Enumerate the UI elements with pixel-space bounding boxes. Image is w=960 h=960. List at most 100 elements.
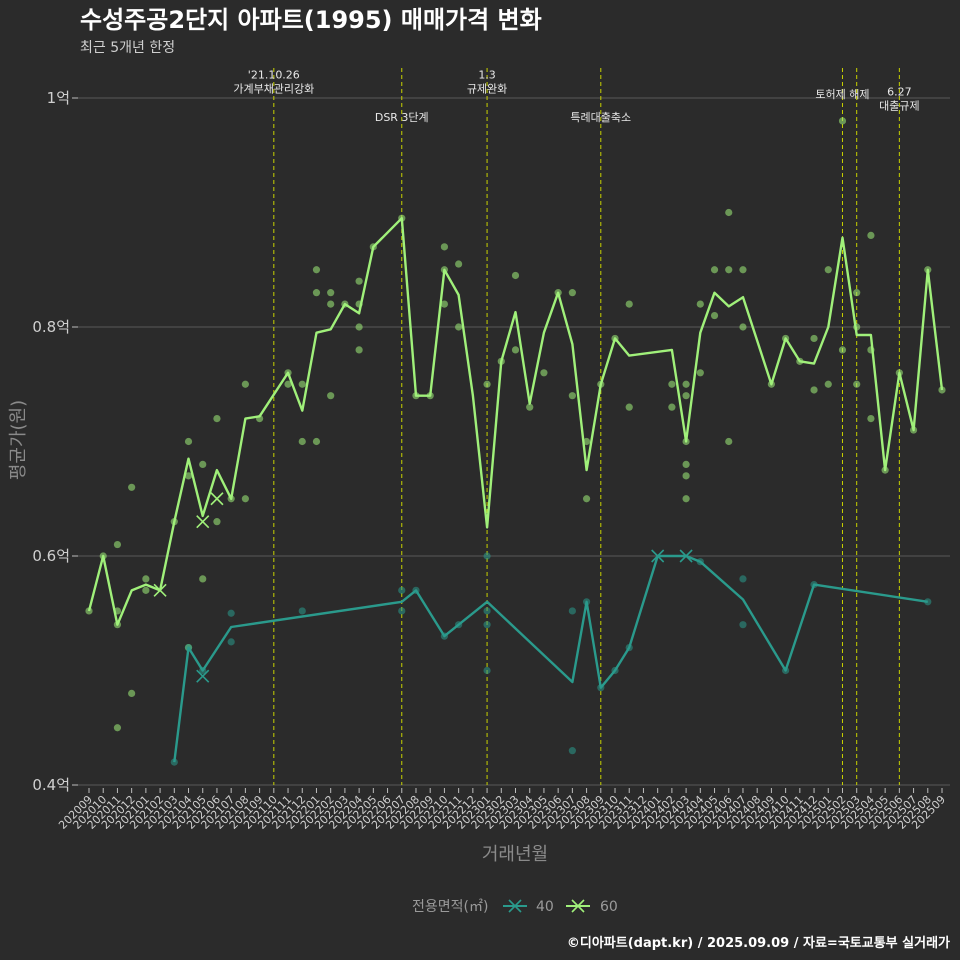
data-point-60 <box>682 460 690 468</box>
series-line-40 <box>173 554 928 763</box>
data-point-40 <box>483 621 491 629</box>
x-mark-40 <box>651 549 665 563</box>
data-point-40 <box>483 666 491 675</box>
series-layer <box>85 117 946 766</box>
series-line-60 <box>87 217 944 626</box>
x-mark-40 <box>196 669 210 683</box>
data-point-40 <box>483 552 491 560</box>
data-point-60 <box>298 380 306 388</box>
data-point-60 <box>682 472 690 480</box>
data-point-60 <box>582 495 591 503</box>
data-point-40 <box>568 607 576 615</box>
data-point-60 <box>455 323 463 331</box>
data-point-60 <box>668 403 676 411</box>
series-60 <box>85 117 946 732</box>
data-point-60 <box>511 271 520 280</box>
data-point-60 <box>824 380 832 388</box>
data-point-40 <box>398 586 406 594</box>
x-mark-40 <box>679 549 693 563</box>
data-point-60 <box>568 392 576 400</box>
data-point-60 <box>184 472 193 480</box>
series-40 <box>170 549 932 766</box>
y-tick-label: 0.6억 <box>32 547 70 565</box>
data-point-60 <box>284 380 292 388</box>
data-point-60 <box>710 266 719 274</box>
data-point-60 <box>113 540 122 549</box>
data-point-60 <box>483 380 491 388</box>
data-point-40 <box>170 758 178 766</box>
data-point-60 <box>568 289 576 297</box>
data-point-60 <box>739 266 747 274</box>
chart-subtitle: 최근 5개년 한정 <box>80 40 175 56</box>
y-tick-labels: 0.4억 0.6억 0.8억 1억 <box>32 89 70 794</box>
data-point-40 <box>398 607 406 615</box>
chart-caption: ©디아파트(dapt.kr) / 2025.09.09 / 자료=국토교통부 실… <box>567 935 950 951</box>
legend-item-40: 40 <box>503 899 554 915</box>
event-label: DSR 3단계 <box>375 111 429 124</box>
data-point-60 <box>213 518 221 526</box>
y-tick-label: 0.8억 <box>32 318 70 336</box>
x-mark-60 <box>210 492 224 506</box>
data-point-60 <box>142 586 150 594</box>
data-point-60 <box>199 460 207 468</box>
data-point-60 <box>739 323 747 331</box>
data-point-60 <box>853 289 861 297</box>
data-point-60 <box>142 575 150 583</box>
data-point-60 <box>838 346 847 354</box>
data-point-40 <box>483 607 491 615</box>
event-label: 1.3 <box>478 68 496 81</box>
data-point-60 <box>298 437 306 446</box>
data-point-60 <box>867 231 875 239</box>
data-point-60 <box>312 289 321 297</box>
data-point-60 <box>128 483 136 491</box>
data-point-60 <box>824 266 832 274</box>
data-point-60 <box>199 575 207 583</box>
data-point-60 <box>455 260 463 268</box>
data-point-60 <box>696 369 704 377</box>
data-point-60 <box>440 243 449 251</box>
data-point-60 <box>682 495 690 503</box>
data-point-60 <box>725 266 733 274</box>
legend-label-40: 40 <box>536 899 554 915</box>
event-label: '21.10.26 <box>248 68 300 81</box>
data-point-60 <box>810 386 818 394</box>
data-point-60 <box>184 437 193 446</box>
data-point-60 <box>327 300 335 308</box>
data-point-60 <box>128 689 136 698</box>
data-point-60 <box>838 117 847 125</box>
data-point-40 <box>298 607 306 615</box>
data-point-40 <box>227 638 235 646</box>
data-point-60 <box>725 437 733 446</box>
data-point-60 <box>355 277 363 285</box>
event-label: 규제완화 <box>467 82 507 95</box>
legend-title: 전용면적(㎡) <box>412 899 488 915</box>
event-label: 대출규제 <box>879 99 919 112</box>
data-point-60 <box>810 334 818 343</box>
data-point-60 <box>668 380 676 388</box>
data-point-60 <box>241 495 249 503</box>
data-point-60 <box>327 392 335 400</box>
event-label: 토허제 해제 <box>815 87 869 101</box>
data-point-40 <box>739 621 747 629</box>
event-label: 특례대출축소 <box>570 111 631 124</box>
y-axis-title: 평균가(원) <box>8 400 29 480</box>
data-point-60 <box>725 208 733 217</box>
legend-x-mark-60 <box>571 899 585 913</box>
data-point-60 <box>511 346 520 354</box>
data-point-60 <box>625 403 633 411</box>
data-point-60 <box>867 415 875 423</box>
data-point-60 <box>213 415 221 423</box>
data-point-60 <box>696 300 704 308</box>
x-tick-labels: 2020092020102020112020122021012021022021… <box>56 788 948 832</box>
data-point-60 <box>241 380 249 388</box>
event-label: 가계부채관리강화 <box>233 82 314 95</box>
legend-item-60: 60 <box>566 899 618 915</box>
data-point-60 <box>682 380 690 388</box>
data-point-60 <box>625 300 633 308</box>
legend: 전용면적(㎡) 40 60 <box>412 899 618 915</box>
y-tick-label: 1억 <box>47 89 70 107</box>
data-point-60 <box>540 369 548 377</box>
data-point-40 <box>227 609 235 617</box>
